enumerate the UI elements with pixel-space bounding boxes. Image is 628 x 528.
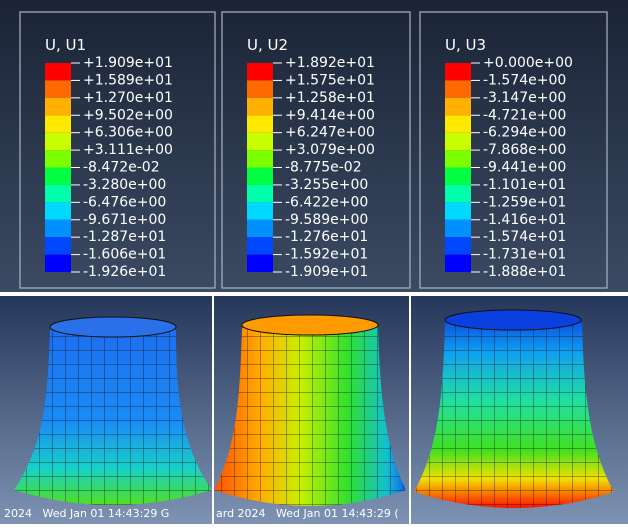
legend-swatch <box>247 80 273 98</box>
render-u3 <box>414 309 614 508</box>
legend-swatch <box>445 132 471 151</box>
legend-swatch <box>445 167 471 185</box>
legend-swatch <box>45 254 71 272</box>
legend-label: -1.888e+01 <box>483 264 566 280</box>
legend-label: -1.926e+01 <box>83 264 166 280</box>
legend-label: +3.111e+00 <box>83 142 173 158</box>
legend-swatch <box>445 184 471 203</box>
legend-label: +1.258e+01 <box>285 90 375 106</box>
legend-label: -3.255e+00 <box>285 177 368 193</box>
legend-swatch <box>247 184 273 203</box>
legend-label: -1.606e+01 <box>83 247 166 263</box>
legend-panel <box>19 11 216 289</box>
legend-swatch <box>45 219 71 238</box>
legend-label: +3.079e+00 <box>285 142 375 158</box>
legend-title: U, U2 <box>247 36 288 54</box>
legend-label: +6.306e+00 <box>83 125 173 141</box>
legend-label: +0.000e+00 <box>483 55 573 71</box>
legend-swatch <box>45 202 71 220</box>
legend-label: -1.574e+01 <box>483 229 566 245</box>
legend-panel <box>221 11 411 289</box>
legend-label: +6.247e+00 <box>285 125 375 141</box>
legend-label: -1.259e+01 <box>483 194 566 210</box>
legend-swatch <box>445 115 471 133</box>
legend-label: +1.909e+01 <box>83 55 173 71</box>
legend-label: -3.280e+00 <box>83 177 166 193</box>
legend-title: U, U1 <box>45 36 86 54</box>
legend-swatch <box>247 202 273 220</box>
render-u1 <box>14 316 212 505</box>
legend-label: -1.101e+01 <box>483 177 566 193</box>
legend-swatch <box>445 97 471 116</box>
legend-swatch <box>445 150 471 168</box>
legend-swatch <box>247 150 273 168</box>
render-u2 <box>214 314 406 506</box>
legend-swatch <box>247 115 273 133</box>
legend-swatch <box>445 63 471 81</box>
legend-swatch <box>247 132 273 151</box>
legend-label: -1.287e+01 <box>83 229 166 245</box>
legend-swatch <box>45 80 71 98</box>
legend-label: -4.721e+00 <box>483 107 566 123</box>
legend-label: +1.270e+01 <box>83 90 173 106</box>
legend-label: +9.414e+00 <box>285 107 375 123</box>
legend-label: -6.422e+00 <box>285 194 368 210</box>
legend-swatch <box>45 167 71 185</box>
legend-label: -9.589e+00 <box>285 212 368 228</box>
legend-title: U, U3 <box>445 36 486 54</box>
legend-label: -1.731e+01 <box>483 247 566 263</box>
legend-label: -9.441e+00 <box>483 160 566 176</box>
legend-label: +9.502e+00 <box>83 107 173 123</box>
legend-label: -6.294e+00 <box>483 125 566 141</box>
legend-swatch <box>247 237 273 255</box>
legend-swatch <box>445 202 471 220</box>
legend-label: +1.589e+01 <box>83 72 173 88</box>
legend-label: -1.909e+01 <box>285 264 368 280</box>
legend-swatch <box>247 63 273 81</box>
legend-swatch <box>247 97 273 116</box>
legend-label: -1.276e+01 <box>285 229 368 245</box>
legend-background <box>0 0 628 292</box>
legend-label: +1.892e+01 <box>285 55 375 71</box>
legend-swatch <box>445 219 471 238</box>
legend-swatch <box>445 237 471 255</box>
legend-label: -1.574e+00 <box>483 72 566 88</box>
legend-label: -6.476e+00 <box>83 194 166 210</box>
legend-swatch <box>45 97 71 116</box>
legend-label: -1.416e+01 <box>483 212 566 228</box>
legend-label: +1.575e+01 <box>285 72 375 88</box>
legend-swatch <box>445 254 471 272</box>
legend-label: -7.868e+00 <box>483 142 566 158</box>
legend-swatch <box>45 63 71 81</box>
timestamp: ard 2024 Wed Jan 01 14:43:29 ( <box>216 507 399 520</box>
legend-swatch <box>45 237 71 255</box>
legend-swatch <box>445 80 471 98</box>
legend-label: -1.592e+01 <box>285 247 368 263</box>
legend-swatch <box>247 254 273 272</box>
legend-swatch <box>45 150 71 168</box>
legend-swatch <box>45 184 71 203</box>
separator <box>0 292 628 296</box>
legend-label: -8.775e-02 <box>285 160 362 176</box>
timestamp: 2024 Wed Jan 01 14:43:29 G <box>4 507 169 520</box>
legend-swatch <box>45 115 71 133</box>
legend-label: -3.147e+00 <box>483 90 566 106</box>
legend-swatch <box>247 167 273 185</box>
legend-swatch <box>247 219 273 238</box>
legend-swatch <box>45 132 71 151</box>
legend-label: -9.671e+00 <box>83 212 166 228</box>
legend-panel <box>419 11 608 289</box>
legend-label: -8.472e-02 <box>83 160 160 176</box>
